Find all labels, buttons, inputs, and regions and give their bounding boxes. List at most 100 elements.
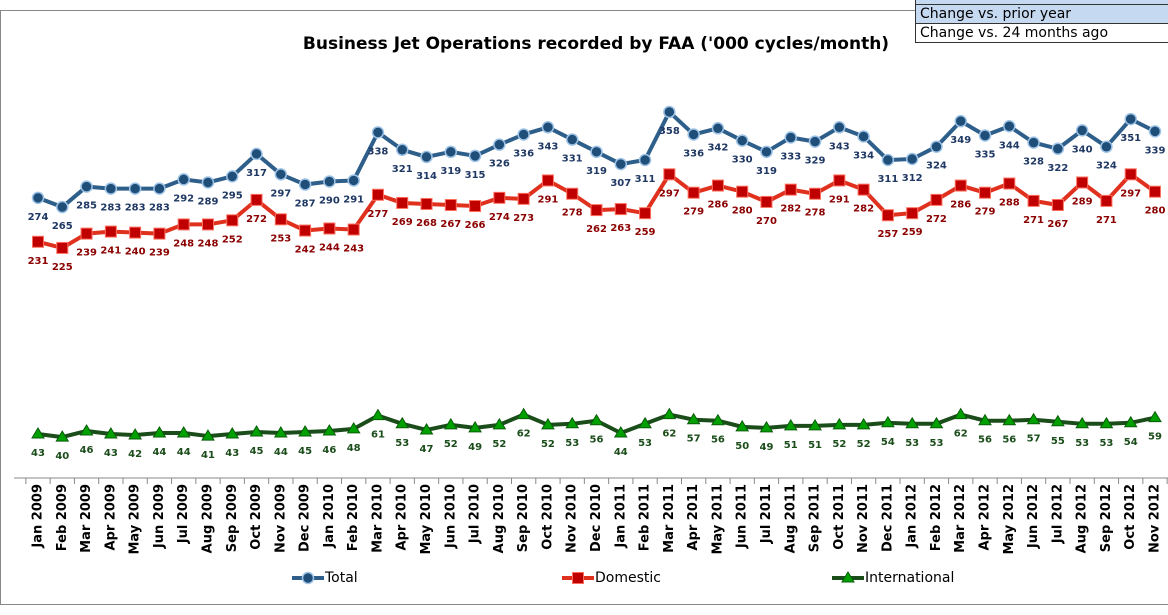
data-label: 326 [489,159,510,170]
data-label: 358 [659,126,680,137]
series-marker [32,235,44,248]
data-label: 283 [149,203,170,214]
series-marker [565,416,580,429]
series-marker [517,128,530,141]
x-tick-label: Nov 2010 [565,484,580,553]
series-marker [153,182,166,195]
series-marker [80,227,93,240]
data-label: 56 [590,435,604,446]
data-label: 46 [322,445,336,456]
data-label: 57 [687,434,701,445]
data-label: 57 [1027,434,1041,445]
series-marker [347,223,360,236]
series-marker [978,413,992,426]
series-marker [419,422,434,435]
series-marker [614,203,627,216]
data-label: 44 [177,447,191,458]
data-label: 282 [780,204,801,215]
series-marker [128,182,142,195]
data-label: 279 [683,207,704,218]
data-label: 278 [562,208,583,219]
data-label: 307 [610,178,631,189]
data-label: 312 [902,173,923,184]
series-marker [784,131,798,144]
series-marker [930,140,943,153]
series-marker [1026,412,1041,425]
data-label: 56 [711,435,725,446]
x-tick-label: Aug 2010 [492,484,507,553]
series-marker [857,183,870,196]
data-label: 328 [1023,157,1044,168]
series-marker [905,416,920,429]
series-marker [929,416,944,429]
x-tick-label: Mar 2009 [79,484,94,553]
series-marker [638,416,652,429]
x-tick-label: Jun 2009 [152,484,167,549]
data-label: 338 [368,146,389,157]
series-marker [1027,136,1040,149]
x-tick-label: Sep 2011 [808,484,823,552]
data-label: 62 [662,429,676,440]
series-marker [954,179,967,192]
x-tick-label: Apr 2010 [395,484,410,551]
data-label: 51 [808,440,822,451]
data-label: 287 [295,199,316,210]
series-marker [954,114,967,128]
data-label: 343 [829,141,850,152]
data-label: 277 [368,209,389,220]
data-label: 295 [222,190,243,201]
series-marker [832,417,847,430]
data-label: 243 [343,244,364,255]
series-marker [857,130,870,143]
series-marker [396,196,409,209]
data-label: 297 [659,188,680,199]
data-label: 269 [392,217,413,228]
series-marker [638,153,652,167]
data-label: 339 [1145,145,1166,156]
data-label: 52 [541,439,555,450]
x-tick-label: Jan 2011 [613,484,628,549]
series-marker [833,174,846,187]
series-marker [201,218,214,231]
x-tick-label: Sep 2012 [1099,484,1114,552]
data-label: 248 [173,238,194,249]
series-marker [443,417,458,430]
x-tick-label: Apr 2011 [686,484,701,551]
x-tick-label: Sep 2010 [516,484,531,552]
series-marker [249,425,264,437]
x-tick-label: Oct 2010 [540,484,555,550]
data-label: 52 [832,439,846,450]
series-marker [201,176,215,189]
data-label: 253 [270,233,291,244]
data-label: 270 [756,216,777,227]
data-label: 248 [198,238,219,249]
data-label: 321 [392,164,413,175]
series-marker [104,225,117,238]
series-marker [104,182,118,195]
series-marker [226,214,239,227]
series-marker [444,145,458,159]
data-label: 50 [735,441,749,452]
legend-marker [841,571,855,583]
series-marker [201,429,215,441]
series-marker [662,407,677,420]
x-tick-label: Oct 2009 [249,484,264,550]
data-label: 61 [371,430,385,441]
x-tick-label: Jul 2010 [468,484,483,544]
legend-label: Total [324,570,358,586]
series-marker [274,213,287,226]
data-label: 278 [805,208,826,219]
x-tick-label: Jul 2011 [759,484,774,544]
data-label: 314 [416,171,437,182]
series-marker [80,180,93,193]
data-label: 289 [198,196,219,207]
series-marker [1003,177,1016,190]
series-marker [1124,168,1137,181]
series-marker [590,204,603,217]
series-marker [420,150,433,164]
data-label: 288 [999,198,1020,209]
x-tick-label: Aug 2012 [1075,484,1090,553]
data-label: 274 [489,212,510,223]
series-marker [687,128,700,141]
